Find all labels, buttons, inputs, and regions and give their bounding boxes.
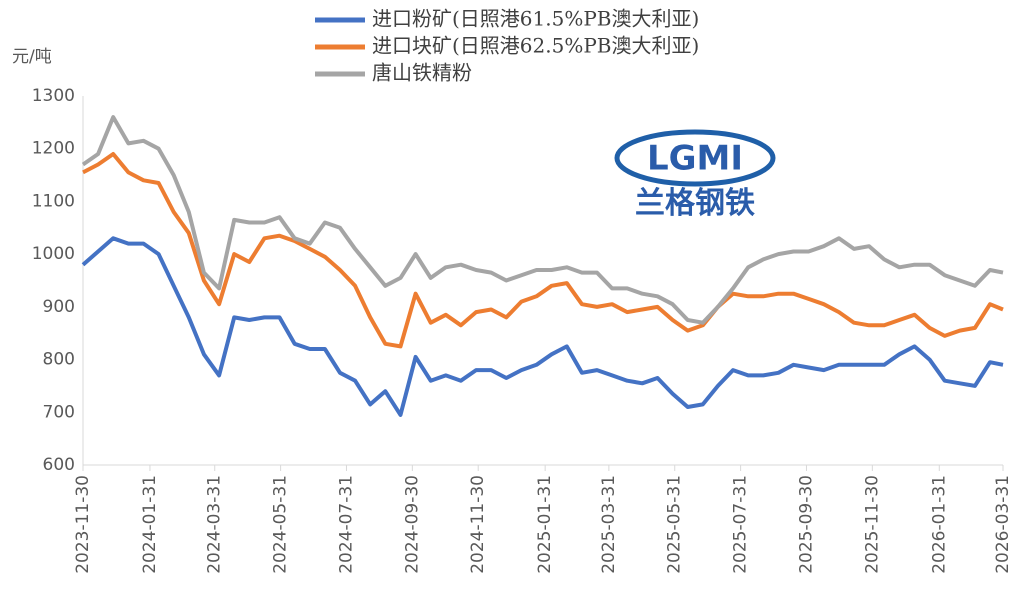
x-tick-label: 2025-03-31 bbox=[599, 475, 619, 574]
logo-ring bbox=[614, 129, 776, 187]
x-tick-label: 2024-07-31 bbox=[336, 475, 356, 574]
x-tick-label: 2025-05-31 bbox=[665, 475, 685, 574]
logo-text: LGMI bbox=[647, 139, 743, 179]
y-tick-label: 1300 bbox=[32, 86, 75, 106]
y-tick-label: 700 bbox=[43, 402, 75, 422]
logo-caption: 兰格钢铁 bbox=[635, 186, 755, 221]
legend-label: 进口块矿(日照港62.5%PB澳大利亚) bbox=[372, 34, 699, 58]
series-line bbox=[82, 152, 1004, 349]
x-tick-label: 2026-03-31 bbox=[993, 475, 1013, 574]
x-tick-label: 2025-09-30 bbox=[796, 475, 816, 574]
x-tick-label: 2024-01-31 bbox=[140, 475, 160, 574]
series-line bbox=[81, 236, 1004, 417]
y-tick-label: 1000 bbox=[32, 244, 75, 264]
series-line bbox=[81, 115, 1004, 325]
x-tick-label: 2025-01-31 bbox=[535, 475, 555, 574]
x-tick-label: 2024-09-30 bbox=[402, 475, 422, 574]
x-tick-label: 2025-07-31 bbox=[731, 475, 751, 574]
x-tick-label: 2024-03-31 bbox=[205, 475, 225, 574]
y-axis-label: 元/吨 bbox=[12, 47, 52, 67]
x-tick-label: 2024-11-30 bbox=[468, 475, 488, 574]
legend-label: 唐山铁精粉 bbox=[372, 61, 472, 85]
y-tick-label: 900 bbox=[43, 297, 75, 317]
x-tick-label: 2026-01-31 bbox=[929, 475, 949, 574]
y-tick-label: 800 bbox=[43, 350, 75, 370]
legend-label: 进口粉矿(日照港61.5%PB澳大利亚) bbox=[372, 7, 699, 31]
x-tick-label: 2025-11-30 bbox=[862, 475, 882, 574]
x-tick-label: 2023-11-30 bbox=[73, 475, 93, 574]
x-tick-label: 2024-05-31 bbox=[271, 475, 291, 574]
y-tick-label: 600 bbox=[43, 455, 75, 475]
watermark: LGMI 兰格钢铁 bbox=[614, 129, 776, 221]
y-tick-label: 1200 bbox=[32, 139, 75, 159]
y-tick-label: 1100 bbox=[32, 191, 75, 211]
